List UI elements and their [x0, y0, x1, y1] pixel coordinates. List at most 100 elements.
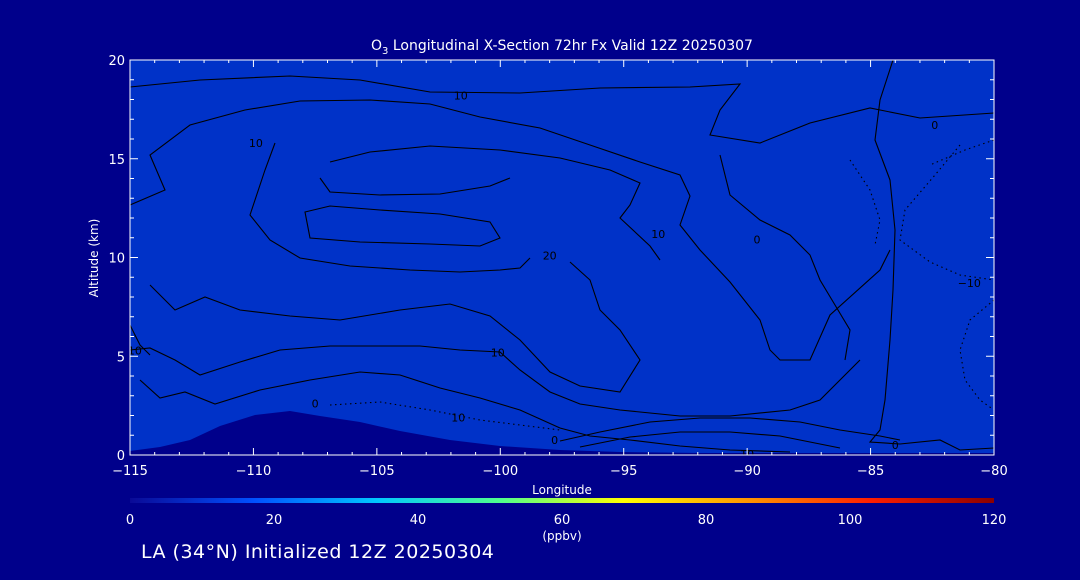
fill-cell [1006, 287, 1032, 308]
fill-cell [660, 188, 686, 209]
fill-cell [784, 287, 810, 308]
fill-cell [734, 188, 760, 209]
fill-cell [685, 287, 711, 308]
fill-cell [907, 188, 933, 209]
fill-cell [1006, 129, 1032, 150]
fill-cell [611, 148, 637, 169]
fill-cell [1006, 89, 1032, 110]
fill-cell [1006, 89, 1032, 110]
fill-cell [290, 247, 316, 268]
fill-cell [1006, 405, 1032, 426]
fill-cell [339, 89, 365, 110]
fill-cell [611, 287, 637, 308]
fill-cell [808, 227, 834, 248]
fill-cell [1006, 148, 1032, 169]
fill-cell [1006, 188, 1032, 209]
fill-cell [167, 129, 193, 150]
fill-cell [315, 227, 341, 248]
fill-cell [636, 208, 662, 229]
fill-cell [1006, 89, 1032, 110]
fill-cell [1006, 168, 1032, 189]
fill-cell [932, 385, 958, 406]
fill-cell [1006, 306, 1032, 327]
fill-cell [808, 208, 834, 229]
fill-cell [734, 346, 760, 367]
fill-cell [364, 287, 390, 308]
fill-cell [957, 69, 983, 90]
fill-cell [1006, 168, 1032, 189]
fill-cell [957, 227, 983, 248]
fill-cell [216, 208, 242, 229]
fill-cell [1006, 227, 1032, 248]
contour-label: 10 [249, 137, 263, 150]
fill-cell [216, 287, 242, 308]
fill-cell [265, 69, 291, 90]
fill-cell [759, 89, 785, 110]
fill-cell [1006, 50, 1032, 71]
contour-label: 0 [551, 434, 558, 447]
fill-cell [241, 326, 267, 347]
fill-cell [586, 267, 612, 288]
fill-cell [438, 168, 464, 189]
fill-cell [858, 69, 884, 90]
chart-title: O3 Longitudinal X-Section 72hr Fx Valid … [371, 38, 753, 57]
fill-cell [710, 346, 736, 367]
fill-cell [339, 366, 365, 387]
fill-cell [734, 385, 760, 406]
fill-cell [710, 188, 736, 209]
fill-cell [1006, 267, 1032, 288]
fill-cell [463, 287, 489, 308]
fill-cell [784, 188, 810, 209]
fill-cell [1006, 168, 1032, 189]
fill-cell [1006, 346, 1032, 367]
fill-cell [611, 109, 637, 130]
fill-cell [265, 306, 291, 327]
fill-cell [265, 188, 291, 209]
fill-cell [1006, 168, 1032, 189]
fill-cell [882, 267, 908, 288]
fill-cell [487, 247, 513, 268]
fill-cell [1006, 89, 1032, 110]
fill-cell [636, 366, 662, 387]
contour-label: −10 [958, 277, 981, 290]
fill-cell [1006, 247, 1032, 268]
fill-cell [562, 188, 588, 209]
fill-cell [1006, 188, 1032, 209]
fill-cell [389, 89, 415, 110]
fill-cell [1006, 109, 1032, 130]
fill-cell [413, 69, 439, 90]
fill-cell [1006, 69, 1032, 90]
fill-cell [833, 208, 859, 229]
fill-cell [784, 208, 810, 229]
fill-cell [808, 247, 834, 268]
fill-cell [882, 129, 908, 150]
fill-cell [784, 148, 810, 169]
fill-cell [389, 346, 415, 367]
fill-cell [487, 69, 513, 90]
fill-cell [512, 129, 538, 150]
fill-cell [586, 89, 612, 110]
fill-cell [339, 109, 365, 130]
fill-cell [487, 208, 513, 229]
fill-cell [1006, 267, 1032, 288]
fill-cell [636, 168, 662, 189]
fill-cell [1006, 247, 1032, 268]
fill-cell [957, 89, 983, 110]
fill-cell [710, 366, 736, 387]
fill-cell [636, 148, 662, 169]
fill-cell [1006, 306, 1032, 327]
fill-cell [1006, 109, 1032, 130]
fill-cell [636, 306, 662, 327]
fill-cell [759, 287, 785, 308]
fill-cell [315, 168, 341, 189]
fill-cell [1006, 148, 1032, 169]
fill-cell [882, 326, 908, 347]
fill-cell [1006, 306, 1032, 327]
fill-cell [907, 148, 933, 169]
fill-cell [932, 69, 958, 90]
fill-cell [364, 405, 390, 426]
fill-cell [1006, 148, 1032, 169]
fill-cell [833, 89, 859, 110]
fill-cell [1006, 109, 1032, 130]
